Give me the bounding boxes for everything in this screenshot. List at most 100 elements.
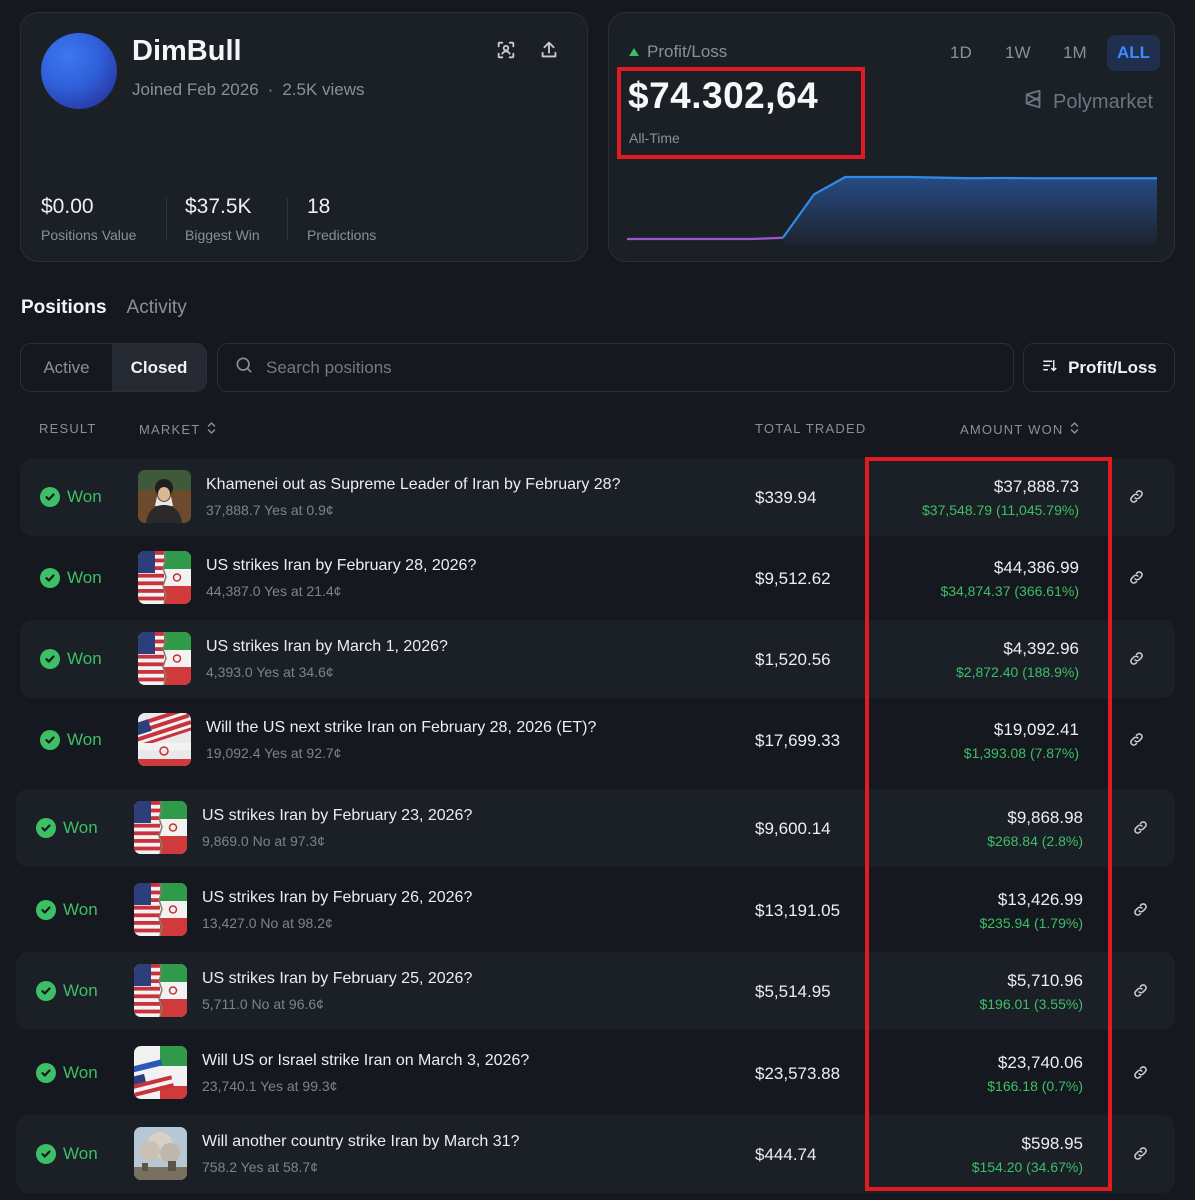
amount-won: $19,092.41	[993, 720, 1079, 739]
link-icon[interactable]	[1132, 982, 1150, 1000]
table-row[interactable]: Won US strikes Iran by February 26, 2026…	[16, 871, 1175, 949]
market-thumbnail[interactable]	[134, 1127, 187, 1180]
table-row[interactable]: Won US strikes Iran by February 25, 2026…	[16, 952, 1175, 1030]
range-all[interactable]: ALL	[1107, 35, 1161, 71]
table-row[interactable]: Won Will the US next strike Iran on Febr…	[20, 701, 1175, 779]
highlight-box	[617, 67, 865, 159]
table-row[interactable]: Won Will US or Israel strike Iran on Mar…	[16, 1034, 1175, 1112]
stat-label: Biggest Win	[185, 227, 260, 243]
scan-icon[interactable]	[495, 39, 521, 65]
market-title[interactable]: Khamenei out as Supreme Leader of Iran b…	[206, 476, 621, 493]
link-icon[interactable]	[1132, 1145, 1150, 1163]
link-icon[interactable]	[1128, 731, 1146, 749]
stat-divider	[287, 198, 288, 240]
table-row[interactable]: Won US strikes Iran by February 28, 2026…	[20, 539, 1175, 617]
link-icon[interactable]	[1132, 1064, 1150, 1082]
link-icon[interactable]	[1128, 488, 1146, 506]
stat-biggest-win: $37.5K Biggest Win	[185, 195, 260, 243]
position-detail: 9,869.0 No at 97.3¢	[202, 833, 325, 849]
market-title[interactable]: US strikes Iran by February 28, 2026?	[206, 557, 477, 574]
gain-amount: $34,874.37 (366.61%)	[940, 583, 1079, 599]
table-row[interactable]: Won Khamenei out as Supreme Leader of Ir…	[20, 458, 1175, 536]
range-1d[interactable]: 1D	[950, 43, 972, 62]
market-title[interactable]: Will the US next strike Iran on February…	[206, 719, 597, 736]
check-circle-icon	[36, 818, 56, 838]
market-title[interactable]: US strikes Iran by March 1, 2026?	[206, 638, 448, 655]
market-thumbnail[interactable]	[134, 1046, 187, 1099]
avatar[interactable]	[41, 33, 117, 109]
position-detail: 5,711.0 No at 96.6¢	[202, 996, 324, 1012]
gain-amount: $154.20 (34.67%)	[971, 1159, 1083, 1175]
sort-button[interactable]: Profit/Loss	[1023, 343, 1175, 392]
filter-active-button[interactable]: Active	[43, 357, 90, 377]
amount-won: $5,710.96	[1007, 971, 1083, 990]
link-icon[interactable]	[1128, 569, 1146, 587]
market-title[interactable]: Will another country strike Iran by Marc…	[202, 1133, 520, 1150]
up-triangle-icon	[629, 48, 639, 56]
position-detail: 13,427.0 No at 98.2¢	[202, 915, 333, 931]
result-badge: Won	[40, 730, 102, 750]
result-badge: Won	[40, 487, 102, 507]
sort-icon	[1041, 357, 1058, 379]
market-thumbnail[interactable]	[138, 713, 191, 766]
filter-closed-button[interactable]: Closed	[112, 344, 206, 391]
table-row[interactable]: Won Will another country strike Iran by …	[16, 1115, 1175, 1193]
amount-won: $44,386.99	[993, 558, 1079, 577]
market-thumbnail[interactable]	[134, 883, 187, 936]
column-label: MARKET	[139, 422, 201, 437]
polymarket-logo-icon	[1023, 88, 1045, 116]
profile-meta: Joined Feb 2026 · 2.5K views	[132, 80, 365, 100]
range-1m[interactable]: 1M	[1063, 43, 1087, 62]
result-label: Won	[67, 649, 102, 668]
total-traded: $9,600.14	[755, 819, 831, 838]
link-icon[interactable]	[1132, 901, 1150, 919]
table-row[interactable]: Won US strikes Iran by March 1, 2026? 4,…	[20, 620, 1175, 698]
result-label: Won	[63, 1144, 98, 1163]
market-thumbnail[interactable]	[134, 801, 187, 854]
stat-positions-value: $0.00 Positions Value	[41, 195, 136, 243]
pnl-label-text: Profit/Loss	[647, 42, 728, 61]
result-label: Won	[63, 900, 98, 919]
result-badge: Won	[36, 818, 98, 838]
view-count: 2.5K views	[282, 80, 365, 99]
tab-positions[interactable]: Positions	[21, 297, 107, 318]
column-label: TOTAL TRADED	[755, 421, 867, 436]
tab-activity[interactable]: Activity	[126, 297, 187, 318]
market-thumbnail[interactable]	[138, 632, 191, 685]
amount-won: $4,392.96	[1003, 639, 1079, 658]
profile-card: DimBull Joined Feb 2026 · 2.5K views $0.00…	[20, 12, 588, 262]
result-badge: Won	[36, 900, 98, 920]
market-thumbnail[interactable]	[134, 964, 187, 1017]
total-traded: $13,191.05	[755, 901, 841, 920]
amount-won: $23,740.06	[997, 1053, 1083, 1072]
check-circle-icon	[40, 649, 60, 669]
share-icon[interactable]	[538, 39, 564, 65]
total-traded: $5,514.95	[755, 982, 831, 1001]
stat-value: $37.5K	[185, 195, 252, 218]
check-circle-icon	[36, 900, 56, 920]
column-header-market[interactable]: MARKET	[139, 421, 217, 438]
market-title[interactable]: US strikes Iran by February 26, 2026?	[202, 889, 473, 906]
column-header-amount-won[interactable]: AMOUNT WON	[960, 421, 1080, 438]
check-circle-icon	[40, 730, 60, 750]
table-row[interactable]: Won US strikes Iran by February 23, 2026…	[16, 789, 1175, 867]
market-thumbnail[interactable]	[138, 470, 191, 523]
market-title[interactable]: US strikes Iran by February 25, 2026?	[202, 970, 473, 987]
search-input[interactable]	[266, 357, 966, 378]
link-icon[interactable]	[1128, 650, 1146, 668]
gain-amount: $268.84 (2.8%)	[987, 833, 1083, 849]
status-toggle: Active Closed	[20, 343, 207, 392]
result-label: Won	[67, 730, 102, 749]
range-1w[interactable]: 1W	[1005, 43, 1031, 62]
check-circle-icon	[40, 487, 60, 507]
result-badge: Won	[40, 649, 102, 669]
search-icon	[234, 355, 254, 380]
amount-won: $598.95	[1021, 1134, 1083, 1153]
joined-date: Joined Feb 2026	[132, 80, 259, 99]
market-title[interactable]: US strikes Iran by February 23, 2026?	[202, 807, 473, 824]
market-title[interactable]: Will US or Israel strike Iran on March 3…	[202, 1052, 530, 1069]
result-badge: Won	[40, 568, 102, 588]
gain-amount: $235.94 (1.79%)	[979, 915, 1083, 931]
market-thumbnail[interactable]	[138, 551, 191, 604]
link-icon[interactable]	[1132, 819, 1150, 837]
